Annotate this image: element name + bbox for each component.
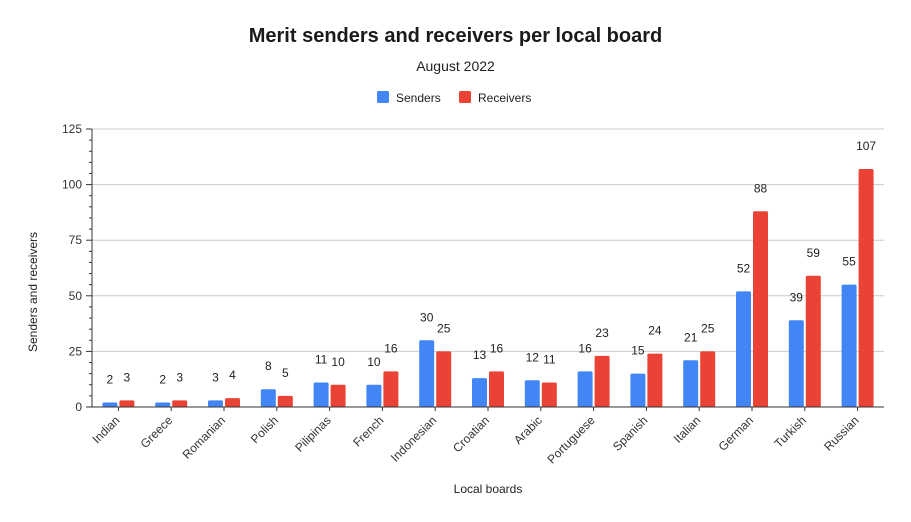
data-label: 88 (754, 181, 768, 195)
legend-swatch-senders (377, 91, 389, 103)
x-tick-label: Turkish (772, 413, 809, 450)
legend-label-receivers: Receivers (478, 91, 531, 105)
y-tick-label: 125 (62, 122, 82, 136)
bar-senders-arabic (524, 380, 540, 407)
bar-receivers-romanian (225, 398, 240, 407)
bar-senders-french (366, 384, 382, 407)
legend: Senders Receivers (377, 91, 531, 105)
data-label: 2 (159, 373, 166, 387)
bar-senders-indonesian (419, 340, 435, 407)
bar-senders-croatian (472, 378, 487, 407)
x-tick-label: Croatian (450, 413, 492, 455)
data-label: 23 (595, 326, 609, 340)
bar-receivers-portuguese (594, 355, 610, 407)
data-label: 16 (490, 341, 504, 355)
data-label: 12 (526, 350, 540, 364)
data-label: 3 (124, 370, 131, 384)
chart-subtitle: August 2022 (416, 58, 495, 74)
bar-senders-italian (683, 360, 699, 407)
data-label: 8 (265, 359, 272, 373)
bar-senders-pilipinas (313, 382, 329, 407)
bar-receivers-french (383, 371, 399, 407)
x-tick-label: Pilipinas (292, 413, 334, 455)
y-tick-label: 25 (69, 344, 83, 358)
x-axis-label: Local boards (454, 482, 523, 496)
y-tick-label: 50 (69, 289, 83, 303)
bar-receivers-spanish (647, 353, 663, 407)
x-tick-label: Italian (671, 413, 704, 446)
data-label: 16 (384, 341, 398, 355)
bar-receivers-turkish (805, 275, 821, 407)
data-label: 3 (212, 370, 219, 384)
data-label: 2 (107, 373, 114, 387)
y-tick-label: 100 (62, 178, 82, 192)
x-tick-label: Russian (821, 413, 862, 454)
data-label: 15 (631, 344, 645, 358)
bar-receivers-polish (277, 395, 293, 407)
data-label: 24 (648, 324, 662, 338)
bar-receivers-pilipinas (330, 384, 346, 407)
x-tick-label: Romanian (180, 413, 229, 462)
bar-receivers-arabic (541, 382, 557, 407)
bar-senders-greece (155, 402, 171, 407)
bar-senders-portuguese (577, 371, 593, 407)
bar-receivers-german (753, 211, 768, 407)
bar-receivers-italian (700, 351, 716, 407)
data-label: 11 (543, 353, 556, 367)
y-tick-label: 0 (75, 400, 82, 414)
x-tick-label: Portuguese (544, 413, 598, 467)
bar-senders-indian (102, 402, 118, 407)
data-label: 4 (229, 368, 236, 382)
y-axis-label: Senders and receivers (26, 232, 40, 352)
gridlines (92, 128, 884, 352)
bar-senders-romanian (208, 400, 223, 407)
bar-senders-russian (841, 284, 857, 407)
legend-label-senders: Senders (396, 91, 441, 105)
bar-receivers-indian (119, 400, 135, 407)
bar-receivers-croatian (489, 371, 504, 407)
x-tick-label: Spanish (610, 413, 651, 454)
data-label: 11 (315, 353, 328, 367)
y-tick-label: 75 (69, 233, 83, 247)
bar-senders-polish (260, 389, 276, 407)
bar-receivers-indonesian (436, 351, 452, 407)
data-label: 25 (437, 321, 451, 335)
data-label: 10 (367, 355, 381, 369)
data-label: 21 (684, 330, 698, 344)
x-tick-label: Greece (138, 413, 176, 451)
bar-senders-german (736, 291, 751, 407)
data-label: 13 (473, 348, 487, 362)
data-label: 3 (176, 370, 183, 384)
data-label: 30 (420, 310, 434, 324)
bar-senders-turkish (788, 320, 804, 407)
data-label: 25 (701, 321, 715, 335)
chart-title: Merit senders and receivers per local bo… (248, 25, 663, 47)
data-label: 52 (737, 261, 751, 275)
x-tick-label: Indian (89, 413, 122, 446)
x-tick-label: Indonesian (388, 413, 439, 464)
bar-receivers-greece (172, 400, 188, 407)
bar-receivers-russian (858, 169, 874, 407)
x-tick-label: German (716, 413, 757, 454)
x-tick-label: Polish (248, 413, 281, 446)
bars (102, 169, 874, 407)
data-label: 59 (807, 246, 821, 260)
data-label: 39 (790, 290, 804, 304)
bar-senders-spanish (630, 373, 646, 407)
x-tick-label: French (350, 413, 386, 449)
data-label: 107 (856, 139, 876, 153)
data-label: 10 (331, 355, 345, 369)
x-tick-label: Arabic (511, 413, 545, 447)
data-label: 55 (842, 255, 856, 269)
legend-swatch-receivers (459, 91, 471, 103)
data-label: 16 (578, 341, 592, 355)
data-label: 5 (282, 366, 289, 380)
